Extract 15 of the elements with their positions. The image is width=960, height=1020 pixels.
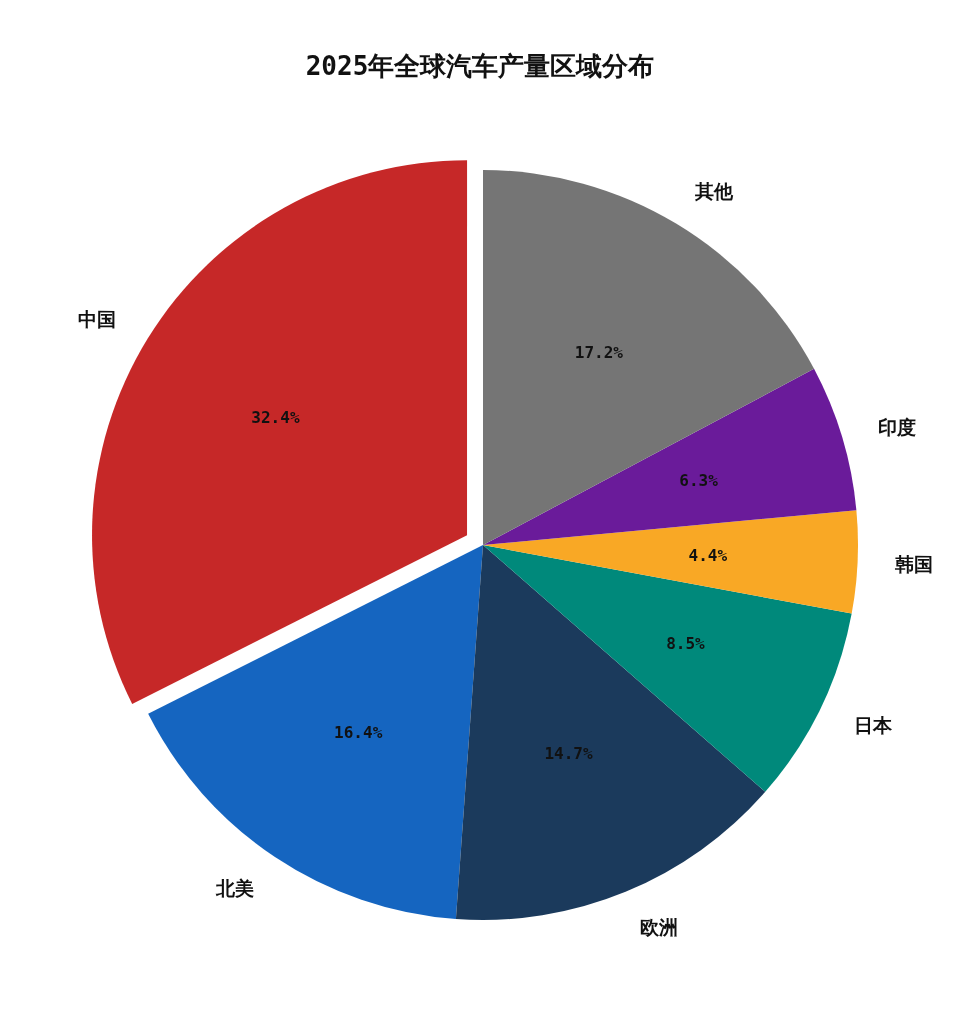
chart-title: 2025年全球汽车产量区域分布	[305, 51, 655, 81]
slice-label: 中国	[77, 307, 116, 330]
data-label: 17.2%	[574, 342, 624, 362]
slice-label: 其他	[694, 180, 735, 203]
data-label: 14.7%	[544, 743, 593, 763]
slice-label: 欧洲	[639, 915, 678, 938]
data-label: 8.5%	[666, 633, 706, 653]
data-label: 4.4%	[688, 545, 728, 565]
data-label: 6.3%	[679, 470, 719, 490]
slice-label: 韩国	[894, 552, 934, 575]
data-label: 16.4%	[334, 722, 383, 742]
slice-label: 印度	[878, 415, 917, 438]
slice-label: 日本	[854, 713, 894, 736]
data-label: 32.4%	[251, 407, 300, 427]
slice-label: 北美	[215, 877, 255, 900]
